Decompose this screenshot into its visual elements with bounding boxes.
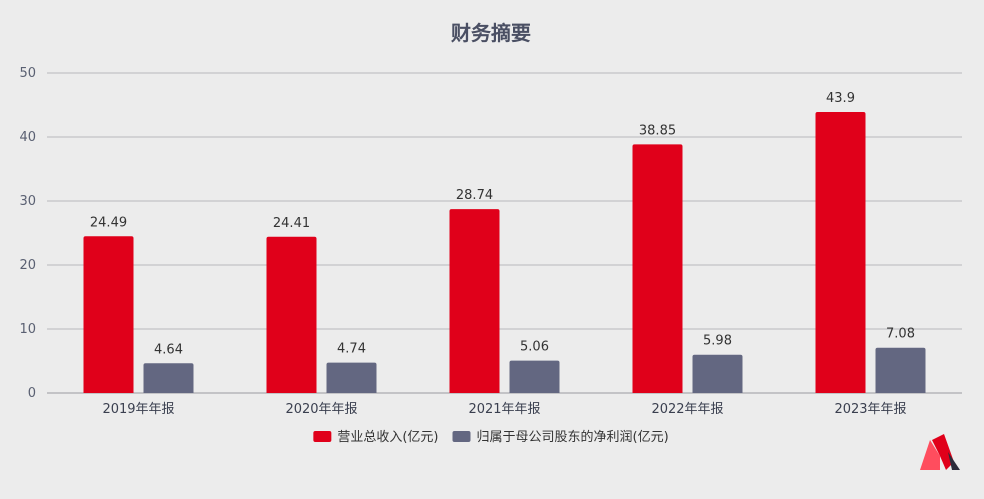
bar-revenue[interactable] (266, 236, 317, 393)
data-label: 5.98 (703, 334, 732, 349)
data-label: 4.74 (337, 342, 366, 357)
y-axis-ticks: 0 10 20 30 40 50 (19, 66, 36, 401)
bar-net-profit[interactable] (692, 354, 743, 393)
bar-net-profit[interactable] (509, 360, 560, 393)
y-gridlines (47, 72, 962, 394)
legend[interactable]: 营业总收入(亿元) 归属于母公司股东的净利润(亿元) (313, 429, 669, 445)
chart-title: 财务摘要 (451, 21, 531, 45)
data-label: 43.9 (826, 91, 855, 106)
data-label: 5.06 (520, 340, 549, 355)
legend-item[interactable]: 归属于母公司股东的净利润(亿元) (452, 429, 669, 445)
data-labels: 24.49 4.64 24.41 4.74 28.74 5.06 38.85 5.98 43.9… (90, 91, 915, 357)
data-label: 28.74 (456, 188, 493, 203)
bar-revenue[interactable] (632, 144, 683, 393)
bar-revenue[interactable] (449, 209, 500, 393)
x-axis-ticks: 2019年年报 2020年年报 2021年年报 2022年年报 2023年年报 (102, 402, 906, 417)
x-tick-label: 2023年年报 (834, 402, 906, 417)
legend-label: 营业总收入(亿元) (337, 430, 438, 445)
bars (83, 112, 926, 393)
y-tick-label: 50 (19, 66, 36, 81)
bar-revenue[interactable] (83, 236, 134, 393)
data-label: 24.41 (273, 216, 310, 231)
legend-swatch (313, 431, 332, 442)
y-tick-label: 10 (19, 322, 36, 337)
legend-swatch (452, 431, 471, 442)
x-tick-label: 2019年年报 (102, 402, 174, 417)
x-tick-label: 2022年年报 (651, 402, 723, 417)
data-label: 24.49 (90, 215, 127, 230)
data-label: 7.08 (886, 327, 915, 342)
y-tick-label: 30 (19, 194, 36, 209)
y-tick-label: 40 (19, 130, 36, 145)
bar-net-profit[interactable] (326, 362, 377, 393)
data-label: 38.85 (639, 123, 676, 138)
legend-label: 归属于母公司股东的净利润(亿元) (477, 429, 669, 445)
x-tick-label: 2021年年报 (468, 402, 540, 417)
data-label: 4.64 (154, 342, 183, 357)
y-tick-label: 0 (28, 386, 36, 401)
brand-logo-icon (920, 434, 960, 470)
bar-net-profit[interactable] (143, 363, 194, 393)
legend-item[interactable]: 营业总收入(亿元) (313, 430, 439, 445)
y-tick-label: 20 (19, 258, 36, 273)
bar-net-profit[interactable] (875, 347, 926, 393)
bar-revenue[interactable] (815, 112, 866, 393)
x-tick-label: 2020年年报 (285, 402, 357, 417)
